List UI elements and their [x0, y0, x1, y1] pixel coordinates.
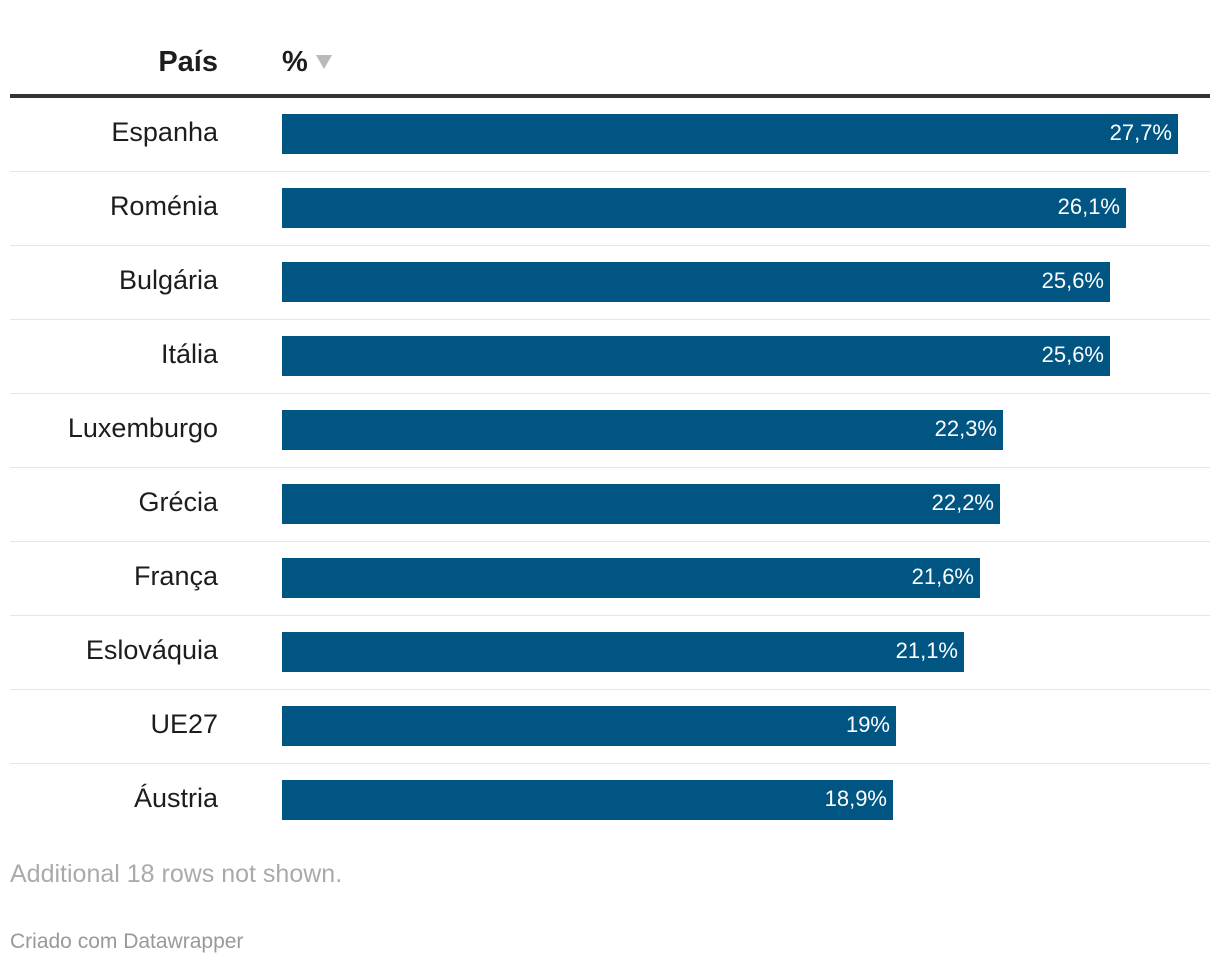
bar-track: 27,7% — [282, 114, 1210, 154]
sort-descending-icon[interactable] — [315, 55, 332, 69]
bar-value-label: 26,1% — [1057, 194, 1120, 219]
bar-value-label: 25,6% — [1041, 268, 1104, 293]
bar-track: 21,1% — [282, 632, 1210, 672]
bar-value-label: 21,1% — [895, 638, 958, 663]
credit-link[interactable]: Criado com Datawrapper — [10, 930, 244, 953]
bar: 21,1% — [282, 632, 964, 672]
bar-track: 25,6% — [282, 336, 1210, 376]
bar-track: 22,2% — [282, 484, 1210, 524]
bar-value-label: 27,7% — [1109, 120, 1172, 145]
bar-value-label: 19% — [845, 712, 890, 737]
table-header: País % — [10, 30, 1210, 98]
percent-column-label: % — [282, 46, 308, 78]
bar: 21,6% — [282, 558, 980, 598]
rows-hidden-note: Additional 18 rows not shown. — [10, 860, 343, 888]
country-column-header[interactable]: País — [158, 46, 218, 78]
bar-value-label: 22,2% — [931, 490, 994, 515]
table-row: Roménia 26,1% — [10, 172, 1210, 246]
table-row: Eslováquia 21,1% — [10, 616, 1210, 690]
bar: 18,9% — [282, 780, 893, 820]
bar-value-label: 25,6% — [1041, 342, 1104, 367]
country-label: Grécia — [138, 487, 218, 517]
bar: 22,2% — [282, 484, 1000, 524]
table-row: Espanha 27,7% — [10, 98, 1210, 172]
country-label: Eslováquia — [85, 635, 218, 665]
country-label: França — [133, 561, 218, 591]
bar: 25,6% — [282, 262, 1110, 302]
table-row: França 21,6% — [10, 542, 1210, 616]
country-label: Roménia — [109, 191, 218, 221]
percent-column-header[interactable]: % — [282, 46, 332, 79]
bar: 26,1% — [282, 188, 1126, 228]
table-row: Itália 25,6% — [10, 320, 1210, 394]
bar-value-label: 18,9% — [824, 786, 887, 811]
country-label: Bulgária — [118, 265, 218, 295]
bar-track: 19% — [282, 706, 1210, 746]
bar-track: 18,9% — [282, 780, 1210, 820]
bar-track: 26,1% — [282, 188, 1210, 228]
country-label: Itália — [160, 339, 218, 369]
table-body: Espanha 27,7% Roménia 26,1% Bulgária 25,6% Itá… — [10, 98, 1210, 838]
table-row: Áustria 18,9% — [10, 764, 1210, 838]
country-label: Espanha — [111, 117, 218, 147]
country-label: Áustria — [133, 783, 218, 813]
table-row: UE27 19% — [10, 690, 1210, 764]
bar-value-label: 21,6% — [911, 564, 974, 589]
country-label: Luxemburgo — [67, 413, 218, 443]
table-row: Grécia 22,2% — [10, 468, 1210, 542]
bar-track: 25,6% — [282, 262, 1210, 302]
bar: 19% — [282, 706, 896, 746]
table-row: Luxemburgo 22,3% — [10, 394, 1210, 468]
bar-value-label: 22,3% — [934, 416, 997, 441]
bar: 27,7% — [282, 114, 1178, 154]
bar-table: País % Espanha 27,7% Roménia 26,1% Bulgária 2… — [10, 30, 1210, 838]
bar-track: 21,6% — [282, 558, 1210, 598]
bar-track: 22,3% — [282, 410, 1210, 450]
bar: 22,3% — [282, 410, 1003, 450]
table-row: Bulgária 25,6% — [10, 246, 1210, 320]
country-label: UE27 — [150, 709, 218, 739]
bar: 25,6% — [282, 336, 1110, 376]
